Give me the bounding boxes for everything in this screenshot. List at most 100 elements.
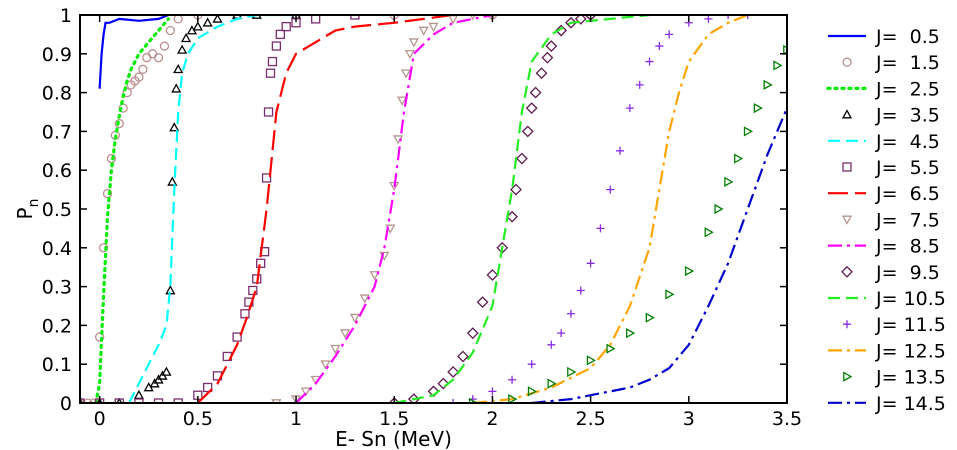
legend-item-5: J= 4.5 [828,131,940,153]
series-10 [388,15,597,403]
series-4-point [180,32,192,43]
series-10-point [541,51,554,64]
series-2-point [153,53,164,63]
series-10-point [521,125,534,138]
series-10-point [574,15,587,25]
series-14-point [714,203,724,215]
legend-label: J= 4.5 [875,131,940,153]
legend-label: J= 12.5 [875,340,946,362]
y-axis-title-subscript: n [26,199,42,208]
series-7 [197,15,454,403]
series-2-point [83,398,93,403]
series-4-point [161,366,172,376]
x-tick-label: 2 [486,408,498,430]
y-tick-label: 1 [60,5,72,27]
series-6-point [275,29,285,40]
series-6-point [173,398,183,403]
series-8-point [271,399,282,403]
series-14-point [606,343,616,354]
series-2-point [89,398,99,403]
series-14-point [783,44,787,56]
y-tick-label: 0.7 [42,121,72,143]
series-2-point [138,64,148,74]
legend-item-15: J= 14.5 [828,393,946,415]
series-2-point [98,243,109,253]
series-12-point [547,340,556,349]
series-10-point [486,269,499,281]
series-12-point [586,259,595,268]
legend-swatch [842,162,852,172]
legend-swatch [841,109,853,119]
legend: J= 0.5 J= 1.5 J= 2.5 J= 3.5 J= 4.5 J= 5.5 J= 6… [826,26,946,415]
series-14-point [684,265,695,277]
series-10-point [515,152,528,165]
series-6 [80,15,360,403]
series-14-point [508,394,518,403]
series-12-point [743,15,752,19]
legend-label: J= 10.5 [875,288,946,310]
series-14-point [567,366,577,378]
series-10-point [565,16,577,29]
series-4-point [212,15,223,23]
series-8-point [340,329,351,339]
series-4-point [192,21,203,31]
series-12-point [635,80,644,89]
series-6-point [281,21,291,32]
series-8-point [408,38,419,48]
legend-label: J= 5.5 [875,157,940,179]
series-line-7 [197,15,454,403]
legend-item-10: J= 9.5 [841,262,940,284]
series-6-point [153,398,164,403]
series-layer [80,15,787,403]
series-14-point [763,79,773,90]
series-12-point [527,360,536,369]
series-14-point [547,378,557,389]
x-tick-label: 3.5 [772,408,802,430]
series-12 [449,15,752,403]
series-6-point [256,258,266,268]
series-6-point [271,41,282,51]
legend-label: J= 6.5 [875,183,940,205]
series-6-point [263,107,274,117]
y-axis-title: Pn [13,199,42,220]
series-8-point [320,360,331,370]
series-8-point [349,313,361,323]
series-14-point [724,176,734,187]
series-14 [468,44,787,403]
legend-item-12: J= 11.5 [843,314,946,336]
series-10-point [466,327,479,340]
series-4-point [169,122,180,132]
series-8-point [404,49,416,60]
series-2-point [173,15,183,24]
series-4-point [167,176,178,186]
series-6-point [114,398,124,403]
series-8-point [418,26,429,36]
series-12-point [606,185,615,194]
series-12-point [557,329,566,338]
series-12-point [596,224,605,233]
x-tick-label: 0 [94,408,106,430]
series-13 [472,15,749,403]
series-6-point [248,285,258,296]
series-15 [531,107,787,403]
series-10-point [545,40,558,52]
series-14-point [468,397,479,403]
x-tick-label: 1 [290,408,302,430]
series-14-point [753,103,763,114]
series-4-point [251,15,262,19]
legend-swatch [843,320,851,329]
series-12-point [724,15,733,19]
legend-item-2: J= 1.5 [842,52,940,74]
series-line-3 [94,17,170,403]
series-14-point [645,312,655,323]
series-6-point [311,15,321,24]
series-9 [295,15,493,403]
series-10-point [437,377,450,390]
series-4-point [171,83,182,93]
series-line-13 [472,15,749,403]
series-line-9 [295,15,493,403]
legend-label: J= 14.5 [875,393,946,415]
series-6-point [232,332,242,342]
series-12-point [665,30,674,39]
